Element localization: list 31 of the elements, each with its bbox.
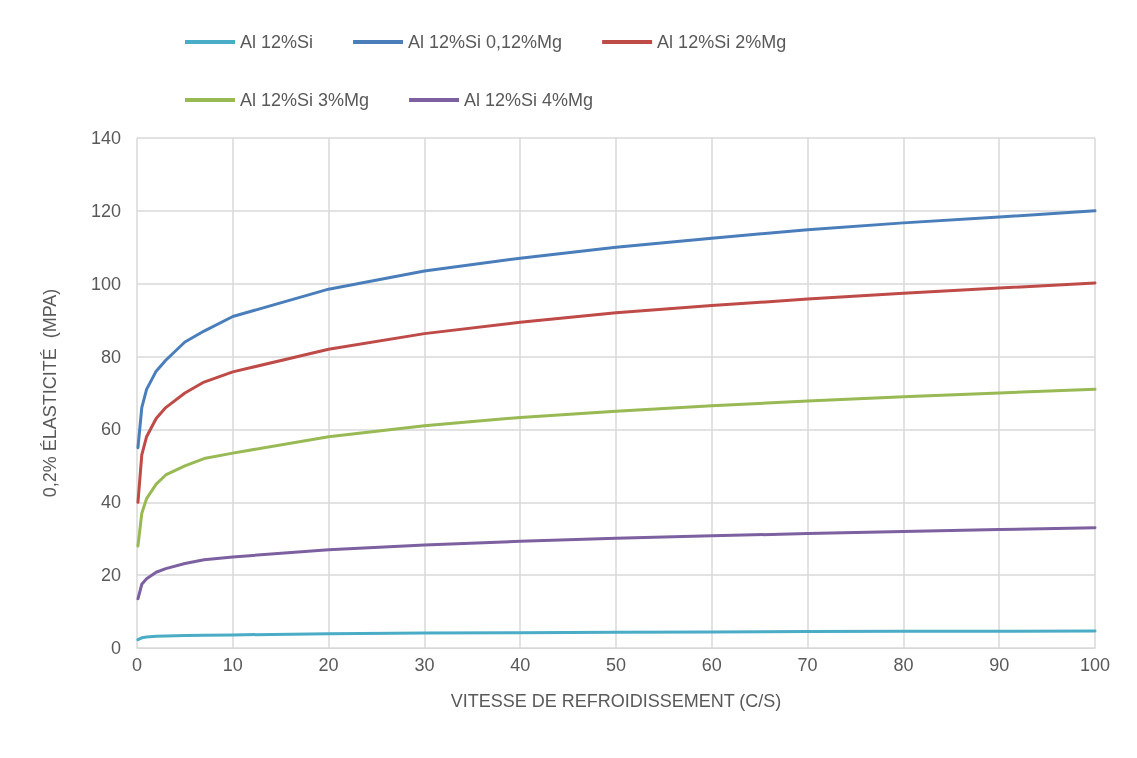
x-axis-title: VITESSE DE REFROIDISSEMENT (C/S): [450, 691, 782, 711]
y-tick-label: 60: [100, 419, 121, 440]
legend-label: Al 12%Si 4%Mg: [464, 90, 594, 110]
x-tick-label: 30: [414, 655, 435, 675]
x-tick-label: 50: [605, 655, 627, 675]
x-tick-label: 100: [1079, 655, 1111, 675]
line-series: [136, 387, 1097, 548]
y-tick-label: 80: [100, 346, 121, 367]
y-tick-label: 0: [110, 638, 121, 658]
legend-label: Al 12%Si 2%Mg: [657, 32, 787, 52]
y-axis-title: 0,2% ÉLASTICITÉ (MPA): [40, 288, 60, 498]
line-series: [136, 209, 1097, 450]
x-tick-label: 0: [131, 655, 143, 675]
line-series: [136, 526, 1097, 601]
y-tick-label: 40: [100, 492, 121, 513]
x-tick-label: 10: [222, 655, 243, 675]
x-tick-label: 90: [989, 655, 1010, 675]
y-tick-label: 120: [90, 200, 121, 221]
x-tick-label: 20: [318, 655, 339, 675]
line-series: [136, 629, 1097, 642]
y-tick-label: 20: [100, 565, 121, 586]
x-tick-label: 60: [701, 655, 722, 675]
legend-label: Al 12%Si 3%Mg: [240, 90, 370, 110]
x-tick-label: 40: [510, 655, 531, 675]
x-tick-label: 80: [893, 655, 914, 675]
y-tick-label: 140: [90, 128, 121, 148]
x-tick-label: 70: [797, 655, 818, 675]
legend-label: Al 12%Si: [240, 32, 314, 52]
legend-label: Al 12%Si 0,12%Mg: [408, 32, 563, 52]
line-series: [136, 281, 1097, 504]
y-tick-label: 100: [90, 273, 121, 294]
